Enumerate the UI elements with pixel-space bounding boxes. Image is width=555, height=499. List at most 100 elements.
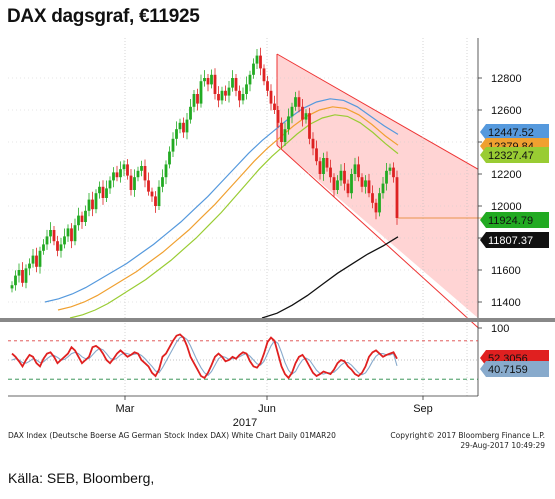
candle-body-85 <box>308 113 311 139</box>
candle-body-22 <box>87 199 91 211</box>
price-flag-11924.79: 11924.79 <box>480 212 549 228</box>
candle-body-63 <box>231 78 234 88</box>
candle-body-80 <box>290 106 294 117</box>
candle-body-71 <box>259 55 262 69</box>
time-year-label: 2017 <box>233 417 257 429</box>
page-title: DAX dagsgraf, €11925 <box>7 6 200 27</box>
price-tick-label-12000: 12000 <box>491 201 522 213</box>
candle-body-8 <box>38 250 42 267</box>
price-tick-label-12200: 12200 <box>491 169 522 181</box>
candle-body-58 <box>213 74 217 94</box>
price-tick-label-11600: 11600 <box>491 265 521 277</box>
candle-body-4 <box>24 268 28 283</box>
candle-body-21 <box>84 210 87 222</box>
candle-body-52 <box>192 94 196 107</box>
candle-body-37 <box>140 166 143 171</box>
ma-black-line <box>261 236 399 319</box>
price-flag-text: 12447.52 <box>488 127 534 139</box>
candle-body-43 <box>161 177 164 187</box>
candle-body-91 <box>329 167 332 178</box>
price-tick-label-12600: 12600 <box>491 105 522 117</box>
trend-channel <box>276 53 479 328</box>
candle-body-24 <box>94 193 98 210</box>
candle-body-73 <box>266 81 269 91</box>
candle-body-79 <box>287 116 290 130</box>
candle-body-23 <box>91 199 94 210</box>
price-flag-11807.37: 11807.37 <box>480 232 549 248</box>
candle-body-60 <box>220 90 224 101</box>
channel-lower-line <box>276 144 479 328</box>
candle-body-28 <box>108 180 112 189</box>
ma-blue-line <box>44 98 399 303</box>
time-axis: Mar Jun Sep 2017 <box>8 395 478 429</box>
candle-body-83 <box>301 106 304 120</box>
price-flag-bg <box>480 232 549 248</box>
candle-body-70 <box>255 55 259 64</box>
stoch-flag-bg <box>480 361 549 377</box>
candle-body-81 <box>294 97 297 107</box>
candle-body-54 <box>199 81 203 104</box>
candle-body-41 <box>154 196 157 206</box>
candle-body-6 <box>31 255 35 264</box>
candle-body-10 <box>45 236 49 245</box>
stoch-slow-line <box>11 336 398 377</box>
panel-separator <box>0 318 555 322</box>
candle-body-106 <box>381 183 385 194</box>
candle-body-100 <box>360 177 364 187</box>
candle-body-65 <box>238 90 241 101</box>
candle-body-78 <box>283 129 287 142</box>
candle-body-16 <box>66 228 70 237</box>
ma-green-line <box>69 114 399 319</box>
time-tick-label-Jun: Jun <box>258 403 276 415</box>
candle-body-44 <box>164 164 168 178</box>
candle-body-1 <box>14 275 17 286</box>
candle-body-96 <box>346 183 350 194</box>
candle-body-51 <box>189 106 192 120</box>
candle-body-48 <box>178 122 182 130</box>
time-tick-label-Sep: Sep <box>413 403 433 415</box>
chart-canvas: 1140011600118001200012200124001260012800… <box>0 38 555 429</box>
candle-body-46 <box>171 138 175 152</box>
chart-footer-copyright: Copyright© 2017 Bloomberg Finance L.P. 2… <box>390 431 545 451</box>
candle-body-49 <box>182 122 185 133</box>
price-flag-12327.47: 12327.47 <box>480 147 549 163</box>
candle-body-36 <box>136 170 140 178</box>
price-flag-bg <box>480 147 549 163</box>
channel-upper-line <box>276 53 479 170</box>
candle-body-35 <box>133 177 136 190</box>
candle-body-27 <box>105 188 108 198</box>
candle-body-64 <box>234 78 238 91</box>
candle-body-84 <box>304 113 308 120</box>
candle-body-95 <box>343 170 346 184</box>
candle-body-74 <box>269 90 273 104</box>
candle-body-45 <box>168 151 171 165</box>
price-flag-12447.52: 12447.52 <box>480 124 549 140</box>
candle-body-14 <box>59 244 63 251</box>
candle-body-103 <box>371 193 374 203</box>
candle-body-13 <box>56 241 59 251</box>
stoch-flag-text: 40.7159 <box>488 364 528 376</box>
candle-body-87 <box>315 148 318 162</box>
candle-body-86 <box>311 138 315 149</box>
chart-footer-description: DAX Index (Deutsche Boerse AG German Sto… <box>8 431 336 440</box>
stoch-flag-40.7159: 40.7159 <box>480 361 549 377</box>
moving-averages <box>44 98 399 319</box>
candle-body-34 <box>129 175 133 190</box>
stoch-tick-label-100: 100 <box>491 323 509 335</box>
candle-body-97 <box>350 174 353 194</box>
candle-body-99 <box>357 164 360 178</box>
candle-body-105 <box>378 193 381 213</box>
candle-body-17 <box>70 228 73 242</box>
candle-body-9 <box>42 244 45 251</box>
price-flag-text: 12327.47 <box>488 150 534 162</box>
candle-body-25 <box>98 186 101 194</box>
candle-body-90 <box>325 158 329 168</box>
candle-body-12 <box>52 230 56 242</box>
candle-body-102 <box>367 180 371 194</box>
candle-body-107 <box>385 170 388 184</box>
channel-fill <box>277 54 478 318</box>
candle-body-26 <box>101 186 105 198</box>
candlesticks <box>10 47 485 293</box>
candle-body-39 <box>147 180 150 192</box>
